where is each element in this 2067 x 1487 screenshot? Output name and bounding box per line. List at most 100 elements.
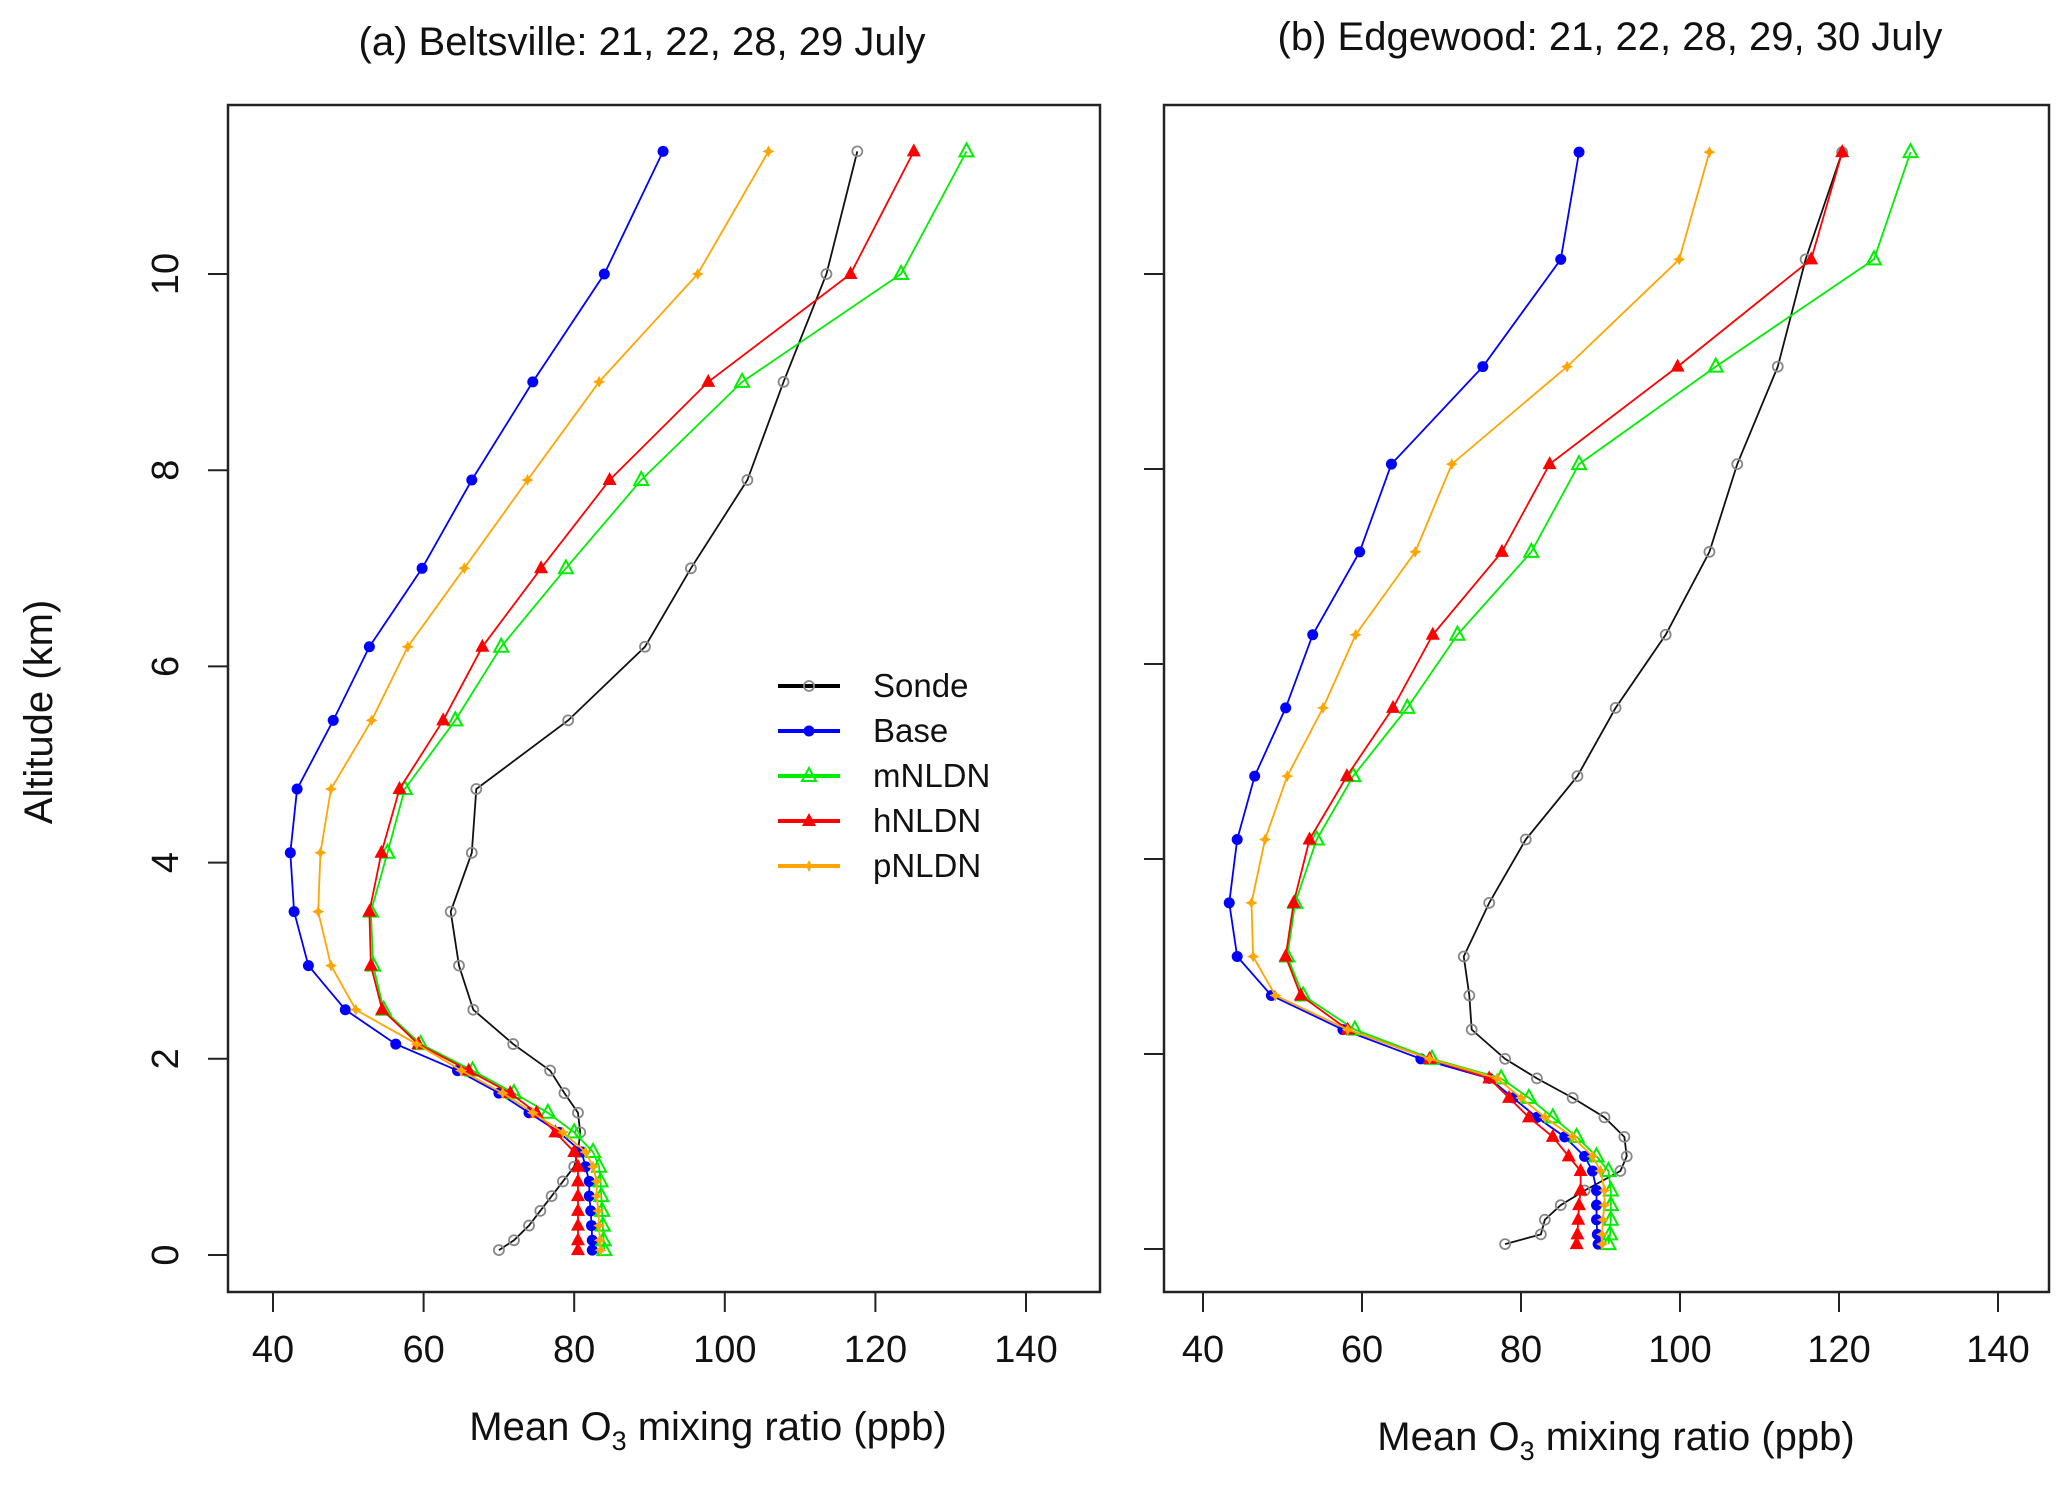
data-point-base xyxy=(1307,629,1319,641)
data-point-hnldn xyxy=(570,1158,585,1172)
data-point-pnldn xyxy=(1596,1228,1609,1241)
data-point-pnldn xyxy=(1247,950,1260,963)
data-point-base xyxy=(1354,546,1366,558)
plot-frame xyxy=(1162,103,2051,1294)
data-point-hnldn xyxy=(1569,1236,1584,1250)
data-point-hnldn xyxy=(1386,699,1401,713)
data-point-mnldn xyxy=(492,636,510,653)
data-point-sonde xyxy=(545,1190,558,1203)
data-point-pnldn xyxy=(314,846,327,859)
data-point-hnldn xyxy=(1286,894,1301,908)
data-point-pnldn xyxy=(691,268,704,280)
data-point-base xyxy=(583,1175,595,1187)
data-point-sonde xyxy=(523,1219,535,1232)
data-point-sonde xyxy=(1571,770,1584,783)
data-point-pnldn xyxy=(1515,1091,1527,1104)
data-point-pnldn xyxy=(592,1204,605,1217)
data-point-pnldn xyxy=(1596,1213,1609,1226)
series-line-sonde xyxy=(449,151,859,1251)
x-tick-label: 60 xyxy=(402,1329,444,1371)
data-point-base xyxy=(1579,1150,1591,1162)
data-point-base xyxy=(284,847,296,859)
data-point-hnldn xyxy=(570,1188,585,1202)
series-mnldn xyxy=(1278,142,1920,1251)
data-point-sonde xyxy=(1659,628,1672,641)
data-point-hnldn xyxy=(906,143,921,157)
legend-label-mnldn: mNLDN xyxy=(873,757,990,794)
data-point-base xyxy=(390,1038,402,1050)
data-point-sonde xyxy=(741,474,754,486)
data-point-pnldn xyxy=(1566,1130,1579,1143)
data-point-mnldn xyxy=(957,141,976,158)
data-point-pnldn xyxy=(1586,1150,1599,1163)
legend-label-pnldn: pNLDN xyxy=(873,847,981,884)
data-point-sonde xyxy=(685,562,697,575)
data-point-hnldn xyxy=(363,957,378,971)
x-tick-label: 100 xyxy=(1648,1329,1711,1371)
data-point-mnldn xyxy=(1308,829,1326,846)
data-point-pnldn xyxy=(1596,1238,1609,1251)
data-point-pnldn xyxy=(458,562,471,575)
x-tick-label: 120 xyxy=(844,1329,907,1371)
data-point-pnldn xyxy=(1269,989,1282,1002)
data-point-pnldn xyxy=(1673,253,1686,266)
data-point-pnldn xyxy=(521,474,534,487)
y-tick-label: 8 xyxy=(145,460,187,481)
data-point-mnldn xyxy=(1865,249,1883,266)
data-point-hnldn xyxy=(1339,768,1354,782)
data-point-sonde xyxy=(1703,545,1716,558)
data-point-mnldn xyxy=(1599,1160,1618,1177)
data-point-pnldn xyxy=(1245,896,1258,909)
data-point-base xyxy=(288,906,300,918)
panel-a-x-axis-label: Mean O3 mixing ratio (ppb) xyxy=(469,1405,946,1456)
data-point-hnldn xyxy=(1494,543,1509,557)
data-point-base xyxy=(291,783,303,795)
data-point-pnldn xyxy=(762,145,775,158)
data-point-hnldn xyxy=(1570,1226,1585,1240)
data-point-hnldn xyxy=(843,266,858,279)
data-point-sonde xyxy=(1531,1072,1543,1085)
data-point-base xyxy=(657,145,669,157)
legend-marker-hnldn xyxy=(802,813,816,826)
data-point-hnldn xyxy=(1302,831,1317,845)
series-line-hnldn xyxy=(368,150,915,1251)
data-point-sonde xyxy=(1620,1150,1633,1163)
panel-a-title: (a) Beltsville: 21, 22, 28, 29 July xyxy=(359,20,926,64)
data-point-pnldn xyxy=(1281,770,1294,783)
series-line-mnldn xyxy=(1286,151,1912,1245)
y-axis-label: Altitude (km) xyxy=(17,600,61,825)
data-point-hnldn xyxy=(570,1242,585,1256)
data-point-base xyxy=(586,1220,598,1232)
data-point-sonde xyxy=(572,1106,584,1119)
legend-label-base: Base xyxy=(873,712,948,749)
data-point-sonde xyxy=(1609,701,1622,714)
series-hnldn xyxy=(362,143,921,1256)
x-tick-label: 60 xyxy=(1341,1329,1383,1371)
data-point-hnldn xyxy=(548,1124,563,1138)
x-tick-label: 40 xyxy=(252,1329,294,1371)
data-point-hnldn xyxy=(534,560,549,574)
data-point-pnldn xyxy=(312,905,325,918)
plot-frame xyxy=(226,103,1102,1294)
data-point-mnldn xyxy=(1602,1209,1620,1226)
data-point-sonde xyxy=(1519,833,1532,846)
series-pnldn xyxy=(312,145,775,1257)
data-point-hnldn xyxy=(1293,987,1308,1001)
data-point-sonde xyxy=(1731,458,1744,471)
data-point-pnldn xyxy=(455,1064,468,1077)
data-point-hnldn xyxy=(436,712,451,726)
data-point-sonde xyxy=(1499,1052,1511,1065)
data-point-hnldn xyxy=(1542,456,1557,470)
data-point-hnldn xyxy=(1835,144,1850,158)
series-line-pnldn xyxy=(1250,151,1711,1245)
data-point-mnldn xyxy=(565,1122,583,1139)
data-point-sonde xyxy=(777,376,790,388)
data-point-base xyxy=(1591,1185,1603,1196)
data-point-mnldn xyxy=(557,558,575,575)
data-point-hnldn xyxy=(1670,358,1685,372)
data-point-pnldn xyxy=(556,1126,569,1139)
data-point-base xyxy=(1231,951,1243,962)
data-point-hnldn xyxy=(701,373,716,387)
data-point-mnldn xyxy=(1901,142,1920,159)
data-point-pnldn xyxy=(1491,1072,1504,1085)
